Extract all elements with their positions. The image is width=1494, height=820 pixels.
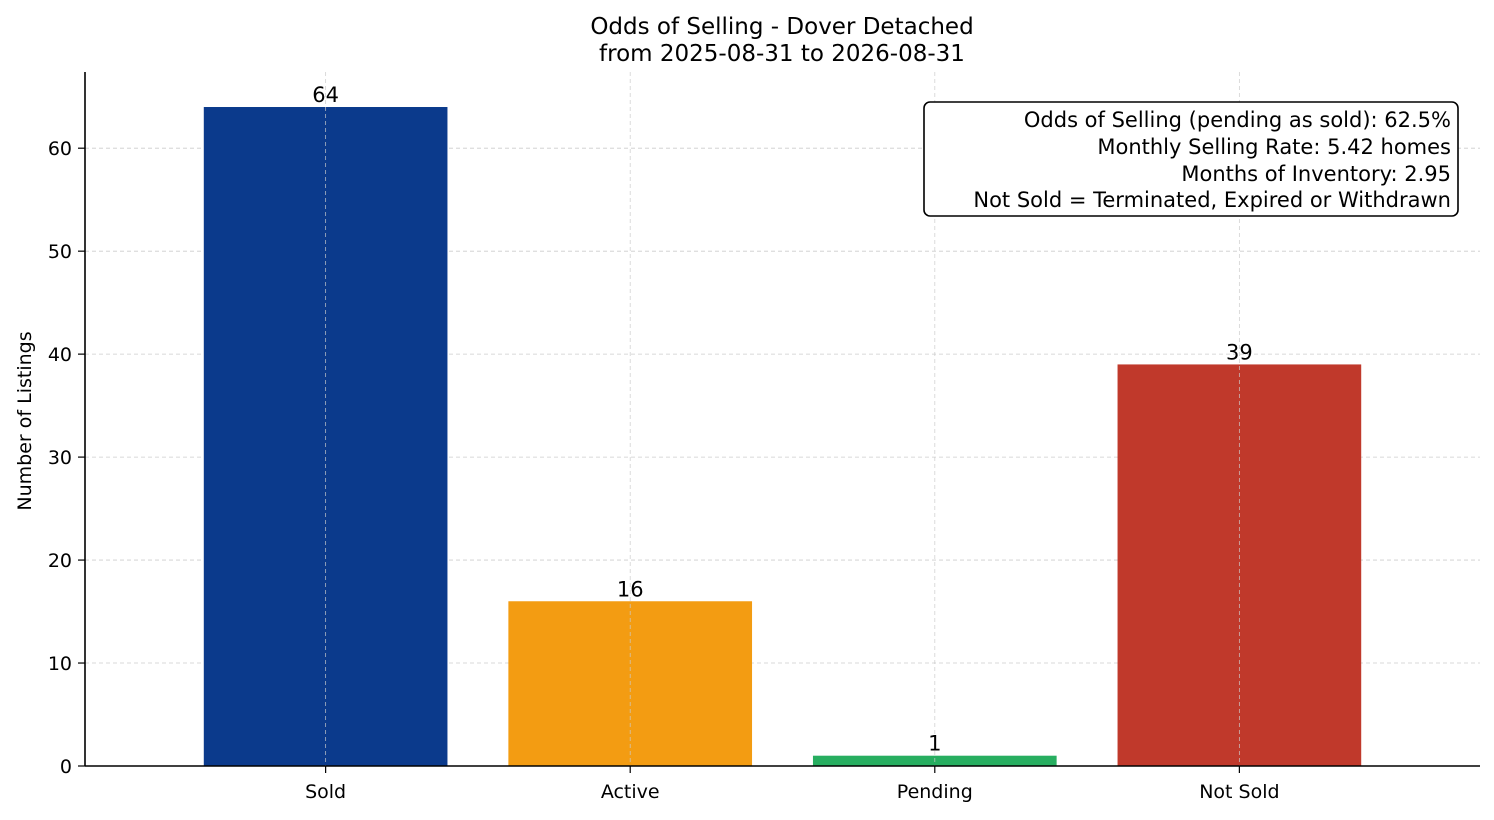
y-tick-label: 50: [48, 241, 72, 263]
bar-value-label: 16: [617, 577, 644, 601]
y-tick-label: 10: [48, 653, 72, 675]
bar-value-label: 64: [312, 83, 339, 107]
chart-title-line2: from 2025-08-31 to 2026-08-31: [599, 41, 965, 67]
bar-value-label: 1: [928, 732, 941, 756]
bar-value-label: 39: [1226, 340, 1253, 364]
y-tick-label: 30: [48, 447, 72, 469]
info-line-selling-rate: Monthly Selling Rate: 5.42 homes: [1097, 135, 1451, 159]
x-tick-label: Pending: [897, 781, 973, 803]
axes: [78, 72, 1480, 773]
y-tick-label: 40: [48, 344, 72, 366]
chart-title-line1: Odds of Selling - Dover Detached: [590, 14, 973, 40]
x-tick-label: Not Sold: [1199, 781, 1279, 803]
info-box: Odds of Selling (pending as sold): 62.5%…: [923, 101, 1459, 217]
y-tick-label: 60: [48, 138, 72, 160]
x-tick-label: Sold: [305, 781, 346, 803]
y-tick-label: 20: [48, 550, 72, 572]
y-tick-label: 0: [60, 756, 72, 778]
info-box-frame: [923, 101, 1459, 217]
info-line-months-inventory: Months of Inventory: 2.95: [1181, 162, 1451, 186]
x-tick-label: Active: [601, 781, 660, 803]
info-line-not-sold-definition: Not Sold = Terminated, Expired or Withdr…: [973, 188, 1451, 212]
info-line-odds: Odds of Selling (pending as sold): 62.5%: [1024, 108, 1451, 132]
tick-labels: 0 10 20 30 40 50 60 Sold Active Pending Not Sold: [48, 138, 1280, 803]
y-axis-label: Number of Listings: [14, 331, 36, 510]
